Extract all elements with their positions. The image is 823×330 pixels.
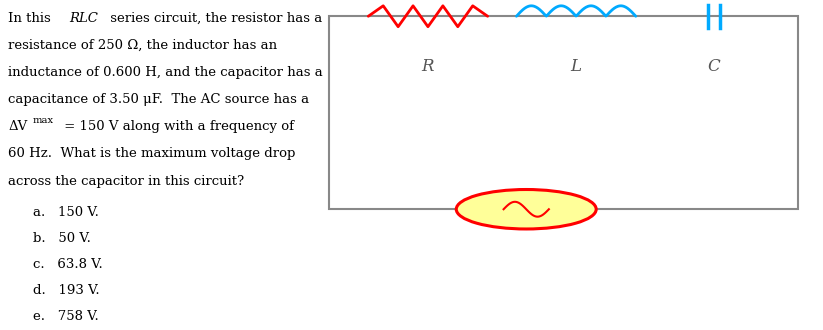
Text: a.   150 V.: a. 150 V. xyxy=(33,207,99,219)
Text: resistance of 250 Ω, the inductor has an: resistance of 250 Ω, the inductor has an xyxy=(8,39,277,52)
Text: In this: In this xyxy=(8,12,55,25)
Text: L: L xyxy=(570,58,582,75)
Text: b.   50 V.: b. 50 V. xyxy=(33,232,91,245)
Text: c.   63.8 V.: c. 63.8 V. xyxy=(33,258,103,271)
Text: capacitance of 3.50 μF.  The AC source has a: capacitance of 3.50 μF. The AC source ha… xyxy=(8,93,309,106)
Text: R: R xyxy=(421,58,435,75)
Circle shape xyxy=(456,189,596,229)
Bar xyxy=(329,16,798,209)
Text: series circuit, the resistor has a: series circuit, the resistor has a xyxy=(106,12,323,25)
Text: 60 Hz.  What is the maximum voltage drop: 60 Hz. What is the maximum voltage drop xyxy=(8,148,295,160)
Text: C: C xyxy=(708,58,720,75)
Text: ΔV: ΔV xyxy=(8,120,27,133)
Text: inductance of 0.600 H, and the capacitor has a: inductance of 0.600 H, and the capacitor… xyxy=(8,66,323,79)
Text: max: max xyxy=(33,116,54,125)
Text: across the capacitor in this circuit?: across the capacitor in this circuit? xyxy=(8,175,244,188)
Text: RLC: RLC xyxy=(69,12,98,25)
Text: d.   193 V.: d. 193 V. xyxy=(33,284,100,297)
Text: e.   758 V.: e. 758 V. xyxy=(33,310,99,323)
Text: = 150 V along with a frequency of: = 150 V along with a frequency of xyxy=(60,120,295,133)
